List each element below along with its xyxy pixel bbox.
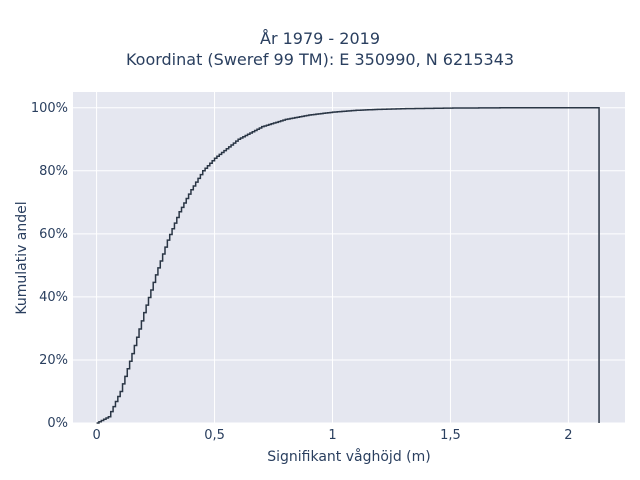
x-tick-label: 1 [328,428,336,443]
line-layer [96,107,600,424]
y-axis-label: Kumulativ andel [14,201,30,314]
y-tick-label: 100% [31,101,68,116]
chart-title-line-2: Koordinat (Sweref 99 TM): E 350990, N 62… [125,50,515,69]
x-tick-label: 1,5 [440,428,461,443]
grid-layer [73,92,625,424]
y-tick-label: 20% [39,353,68,368]
y-tick-label: 40% [39,290,68,305]
tick-layer: 0 0,5 1 1,5 20%20%40%60%80%100% [31,101,573,443]
x-axis-label: Signifikant våghöjd (m) [267,448,430,465]
x-tick-label: 0,5 [204,428,225,443]
y-tick-label: 60% [39,227,68,242]
chart-title-line-1: År 1979 - 2019 [260,29,380,48]
plot-area [73,92,625,423]
y-tick-label: 0% [47,416,68,431]
y-tick-label: 80% [39,164,68,179]
cdf-step-line [96,107,600,424]
x-tick-label: 0 [92,428,100,443]
x-tick-label: 2 [564,428,572,443]
